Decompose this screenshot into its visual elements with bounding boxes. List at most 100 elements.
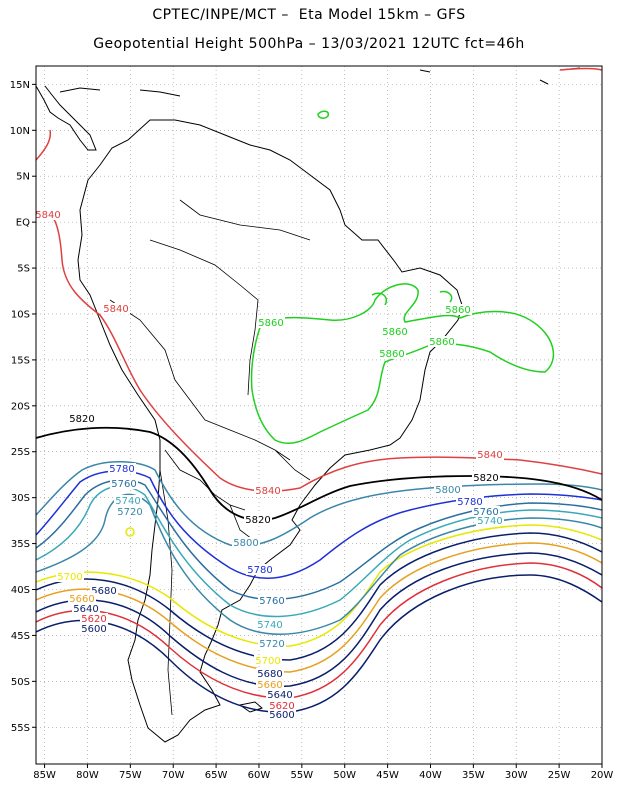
contour-label-5700: 5700 bbox=[57, 572, 82, 583]
contour-label-bg bbox=[56, 571, 84, 582]
contour-label-5800: 5800 bbox=[435, 485, 460, 496]
caribbean-islands bbox=[59, 67, 581, 97]
contour-label-bg bbox=[116, 506, 144, 517]
contour-5680 bbox=[36, 532, 602, 661]
contour-label-bg bbox=[258, 638, 286, 649]
contour-label-5860: 5860 bbox=[382, 327, 407, 338]
figure-subtitle: Geopotential Height 500hPa – 13/03/2021 … bbox=[93, 36, 525, 52]
contour-labels: 5840 5840 5840 5840 5820 5820 5820 5860 5860 5860… bbox=[34, 209, 504, 721]
contour-label-5840: 5840 bbox=[35, 210, 60, 221]
contour-label-5860: 5860 bbox=[379, 349, 404, 360]
lat-tick-label: 50S bbox=[11, 677, 30, 688]
contour-label-5720: 5720 bbox=[259, 639, 284, 650]
lat-tick-label: 15N bbox=[10, 80, 30, 91]
lon-tick-label: 40W bbox=[419, 770, 442, 781]
lat-tick-label: 10N bbox=[10, 126, 30, 137]
contour-label-bg bbox=[80, 623, 108, 634]
contour-label-5840: 5840 bbox=[255, 486, 280, 497]
contour-label-5860: 5860 bbox=[445, 305, 470, 316]
contour-label-5600: 5600 bbox=[269, 710, 294, 721]
contour-label-bg bbox=[254, 485, 282, 496]
lat-tick-label: EQ bbox=[16, 218, 30, 229]
lat-tick-label: 55S bbox=[11, 723, 30, 734]
contour-label-5600: 5600 bbox=[81, 624, 106, 635]
axis-ticks: 15N 10N 5N EQ 5S 10S 15S 20S 25S 30S 35S 40S 45S 50S 5… bbox=[10, 80, 614, 781]
contour-5700 bbox=[36, 524, 602, 647]
lat-tick-label: 10S bbox=[11, 309, 30, 320]
map-frame bbox=[35, 65, 603, 765]
contour-label-5640: 5640 bbox=[267, 690, 292, 701]
contour-label-bg bbox=[34, 209, 62, 220]
contour-label-5680: 5680 bbox=[257, 669, 282, 680]
contour-label-5700: 5700 bbox=[255, 656, 280, 667]
contour-5840-ne bbox=[559, 67, 602, 71]
contour-label-bg bbox=[80, 613, 108, 624]
contour-label-bg bbox=[256, 668, 284, 679]
lon-tick-label: 85W bbox=[33, 770, 56, 781]
lat-tick-label: 5S bbox=[17, 264, 30, 275]
contour-label-bg bbox=[456, 496, 484, 507]
contour-label-5820: 5820 bbox=[473, 473, 498, 484]
contour-label-bg bbox=[258, 595, 286, 606]
contour-label-bg bbox=[268, 709, 296, 720]
lon-tick-label: 55W bbox=[291, 770, 314, 781]
lat-tick-label: 35S bbox=[11, 539, 30, 550]
contour-label-5740: 5740 bbox=[115, 496, 140, 507]
contour-label-5620: 5620 bbox=[81, 614, 106, 625]
contour-5840-west bbox=[36, 129, 52, 161]
contour-label-bg bbox=[428, 336, 456, 347]
contour-label-bg bbox=[110, 478, 138, 489]
contour-5620 bbox=[36, 562, 602, 699]
contour-label-bg bbox=[256, 619, 284, 630]
contour-label-5640: 5640 bbox=[73, 604, 98, 615]
figure-title: CPTEC/INPE/MCT – Eta Model 15km – GFS bbox=[152, 7, 466, 23]
contour-label-bg bbox=[72, 603, 100, 614]
contour-label-5660: 5660 bbox=[69, 594, 94, 605]
lon-tick-label: 35W bbox=[462, 770, 485, 781]
contour-label-bg bbox=[256, 679, 284, 690]
contour-label-bg bbox=[268, 700, 296, 711]
contour-label-bg bbox=[232, 537, 260, 548]
contour-5860-main bbox=[250, 283, 555, 444]
contour-label-5840: 5840 bbox=[103, 304, 128, 315]
lon-tick-label: 60W bbox=[248, 770, 271, 781]
lat-tick-label: 15S bbox=[11, 355, 30, 366]
lat-tick-label: 45S bbox=[11, 631, 30, 642]
lon-tick-label: 20W bbox=[591, 770, 614, 781]
lon-tick-label: 25W bbox=[548, 770, 571, 781]
contour-5860-islet bbox=[317, 110, 330, 119]
contour-label-5860: 5860 bbox=[258, 318, 283, 329]
lat-tick-label: 40S bbox=[11, 585, 30, 596]
lon-tick-label: 45W bbox=[376, 770, 399, 781]
contour-label-5740: 5740 bbox=[257, 620, 282, 631]
contour-5600 bbox=[36, 574, 602, 713]
contour-label-5780: 5780 bbox=[109, 464, 134, 475]
central-america-coast bbox=[36, 85, 97, 151]
contour-label-5860: 5860 bbox=[429, 337, 454, 348]
contour-5740 bbox=[36, 485, 602, 618]
contour-label-5800: 5800 bbox=[233, 538, 258, 549]
contour-label-bg bbox=[90, 585, 118, 596]
contour-label-5720: 5720 bbox=[117, 507, 142, 518]
contour-label-bg bbox=[381, 326, 409, 337]
lon-tick-label: 65W bbox=[205, 770, 228, 781]
contour-label-bg bbox=[378, 348, 406, 359]
contour-label-bg bbox=[254, 655, 282, 666]
contour-lines bbox=[36, 67, 602, 713]
contour-5780 bbox=[36, 470, 602, 579]
contour-label-5820: 5820 bbox=[245, 515, 270, 526]
contour-5800 bbox=[36, 461, 602, 547]
lon-tick-label: 70W bbox=[162, 770, 185, 781]
contour-label-bg bbox=[266, 689, 294, 700]
contour-label-5780: 5780 bbox=[247, 565, 272, 576]
contour-label-bg bbox=[244, 514, 272, 525]
contour-label-bg bbox=[114, 495, 142, 506]
lon-tick-label: 75W bbox=[119, 770, 142, 781]
contour-5640 bbox=[36, 552, 602, 688]
contour-label-5620: 5620 bbox=[269, 701, 294, 712]
contour-label-5760: 5760 bbox=[259, 596, 284, 607]
falkland-islands bbox=[238, 701, 263, 713]
contour-label-bg bbox=[102, 303, 130, 314]
contour-label-bg bbox=[257, 317, 285, 328]
contour-label-bg bbox=[472, 472, 500, 483]
